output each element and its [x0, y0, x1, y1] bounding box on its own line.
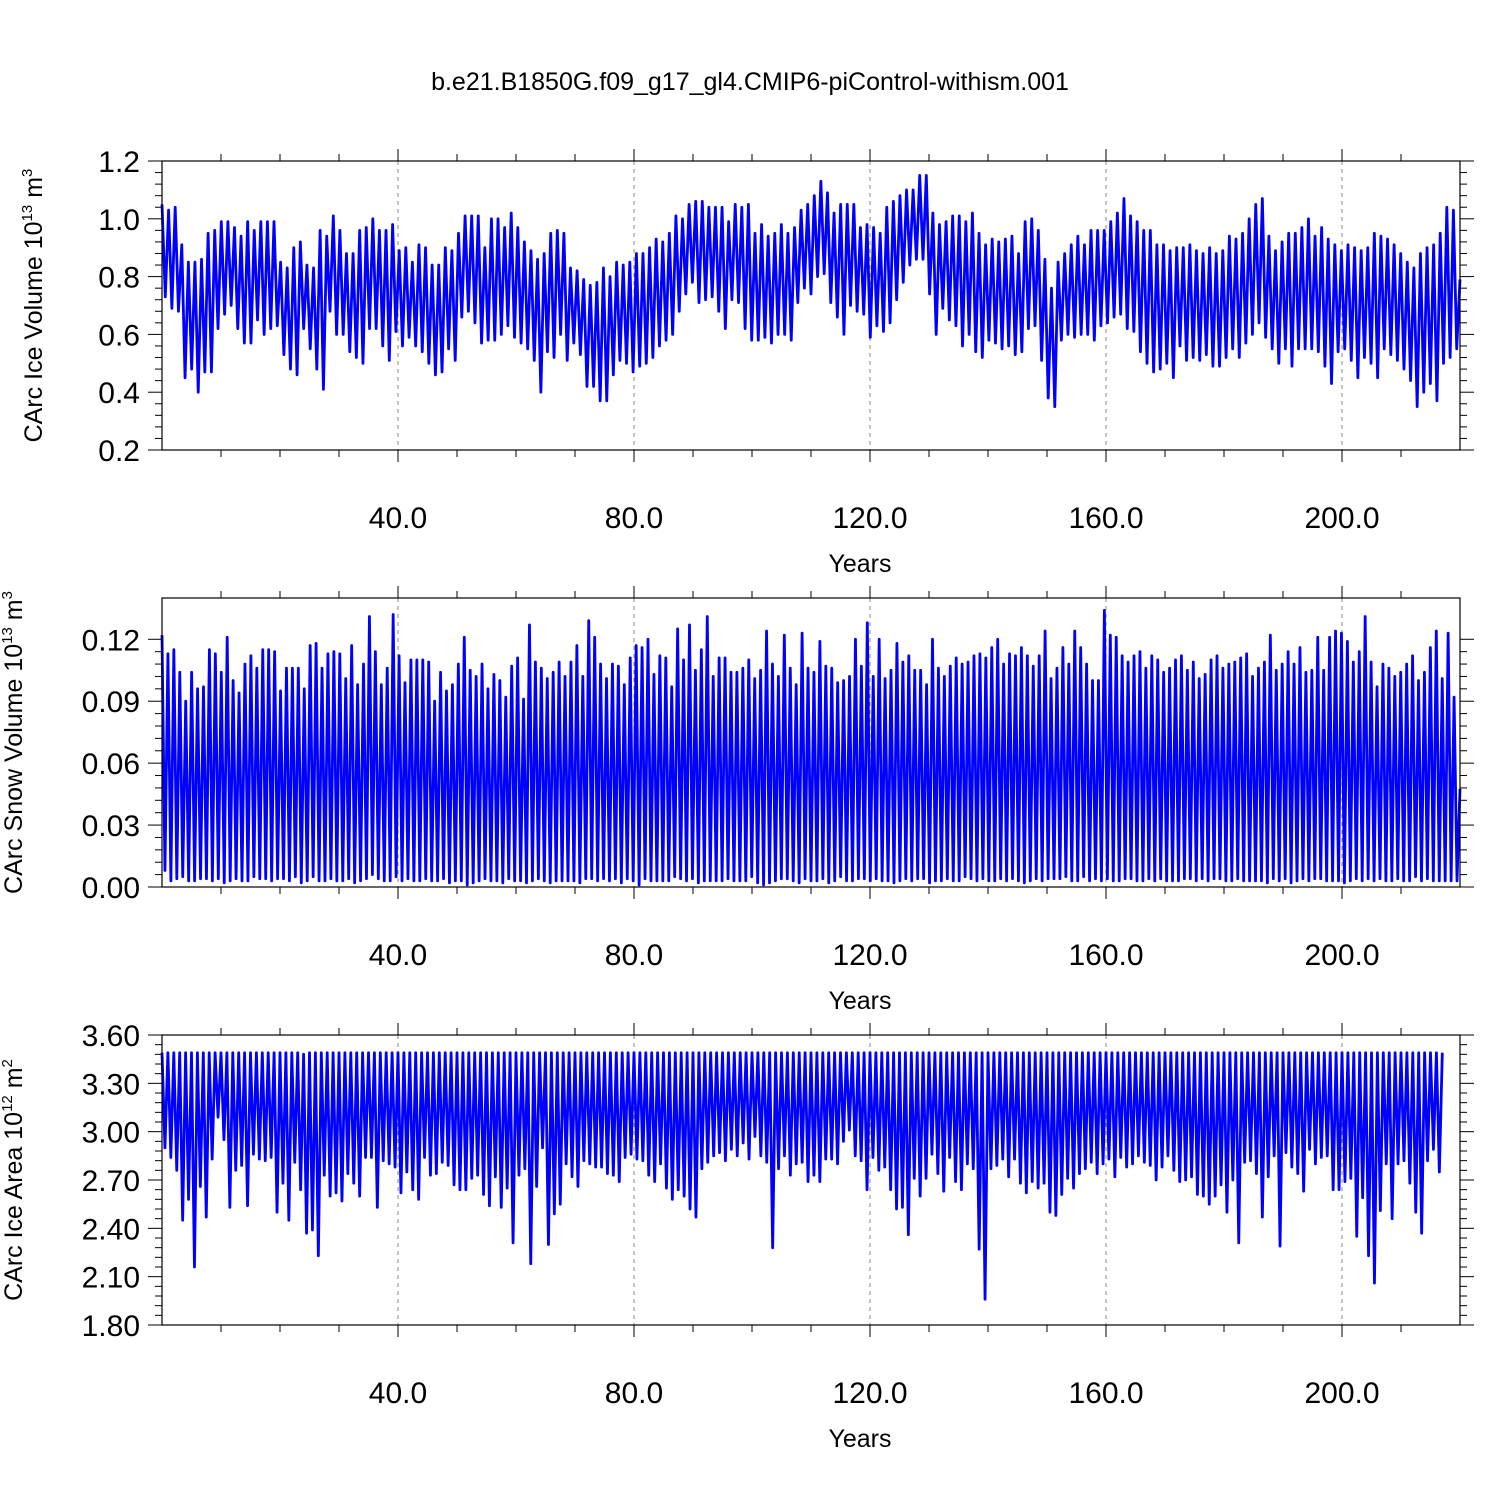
x-tick-label: 160.0: [1068, 939, 1143, 972]
y-tick-label: 2.10: [82, 1262, 140, 1295]
data-series-line-1: [160, 1051, 1444, 1301]
y-tick-label: 1.0: [98, 204, 140, 237]
x-tick-label: 120.0: [832, 502, 907, 535]
y-axis-title: CArc Ice Volume 1013 m3: [19, 169, 48, 443]
chart-panel-3: 1.80 2.10 2.40 2.70 3.00 3.30 3.60 40.0 80.0 120.…: [0, 1020, 1474, 1453]
y-tick-label: 3.60: [82, 1020, 140, 1053]
chart-panel-2: 0.00 0.03 0.06 0.09 0.12 40.0 80.0 120.0 160.0 20…: [0, 586, 1474, 1015]
y-tick-label: 0.4: [98, 377, 140, 410]
x-tick-label: 120.0: [832, 1377, 907, 1410]
x-axis-title: Years: [828, 987, 891, 1015]
y-tick-label: 0.6: [98, 319, 140, 352]
x-tick-label: 80.0: [605, 1377, 663, 1410]
x-tick-label: 200.0: [1304, 939, 1379, 972]
x-tick-label: 80.0: [605, 502, 663, 535]
plot-frame: [161, 160, 1461, 451]
data-series-line-1: [160, 608, 1462, 887]
figure-title: b.e21.B1850G.f09_g17_gl4.CMIP6-piControl…: [431, 68, 1069, 96]
x-tick-label: 40.0: [369, 502, 427, 535]
y-tick-label: 2.70: [82, 1165, 140, 1198]
y-axis-title: CArc Ice Area 1012 m2: [0, 1059, 28, 1301]
y-tick-label: 0.8: [98, 262, 140, 295]
y-tick-label: 2.40: [82, 1213, 140, 1246]
y-tick-label: 1.2: [98, 146, 140, 179]
chart-panel-1: 0.2 0.4 0.6 0.8 1.0 1.2 40.0 80.0 120.0 160.0 200.…: [19, 146, 1474, 578]
y-axis-title: CArc Snow Volume 1013 m3: [0, 591, 28, 894]
x-tick-label: 200.0: [1304, 1377, 1379, 1410]
x-tick-label: 40.0: [369, 1377, 427, 1410]
x-tick-label: 120.0: [832, 939, 907, 972]
x-tick-label: 160.0: [1068, 1377, 1143, 1410]
x-tick-label: 200.0: [1304, 502, 1379, 535]
y-tick-label: 0.06: [82, 748, 140, 781]
x-axis-title: Years: [828, 1425, 891, 1453]
data-series-line-1: [160, 174, 1462, 409]
y-tick-label: 0.2: [98, 435, 140, 468]
x-tick-label: 160.0: [1068, 502, 1143, 535]
x-tick-label: 80.0: [605, 939, 663, 972]
y-tick-label: 3.00: [82, 1117, 140, 1150]
x-tick-label: 40.0: [369, 939, 427, 972]
y-tick-label: 1.80: [82, 1310, 140, 1343]
x-axis-title: Years: [828, 550, 891, 578]
y-tick-label: 0.09: [82, 686, 140, 719]
plot-frame: [161, 1034, 1461, 1326]
y-tick-label: 0.00: [82, 872, 140, 905]
y-tick-label: 0.03: [82, 810, 140, 843]
plot-frame: [161, 597, 1461, 888]
y-tick-label: 3.30: [82, 1068, 140, 1101]
y-tick-label: 0.12: [82, 624, 140, 657]
